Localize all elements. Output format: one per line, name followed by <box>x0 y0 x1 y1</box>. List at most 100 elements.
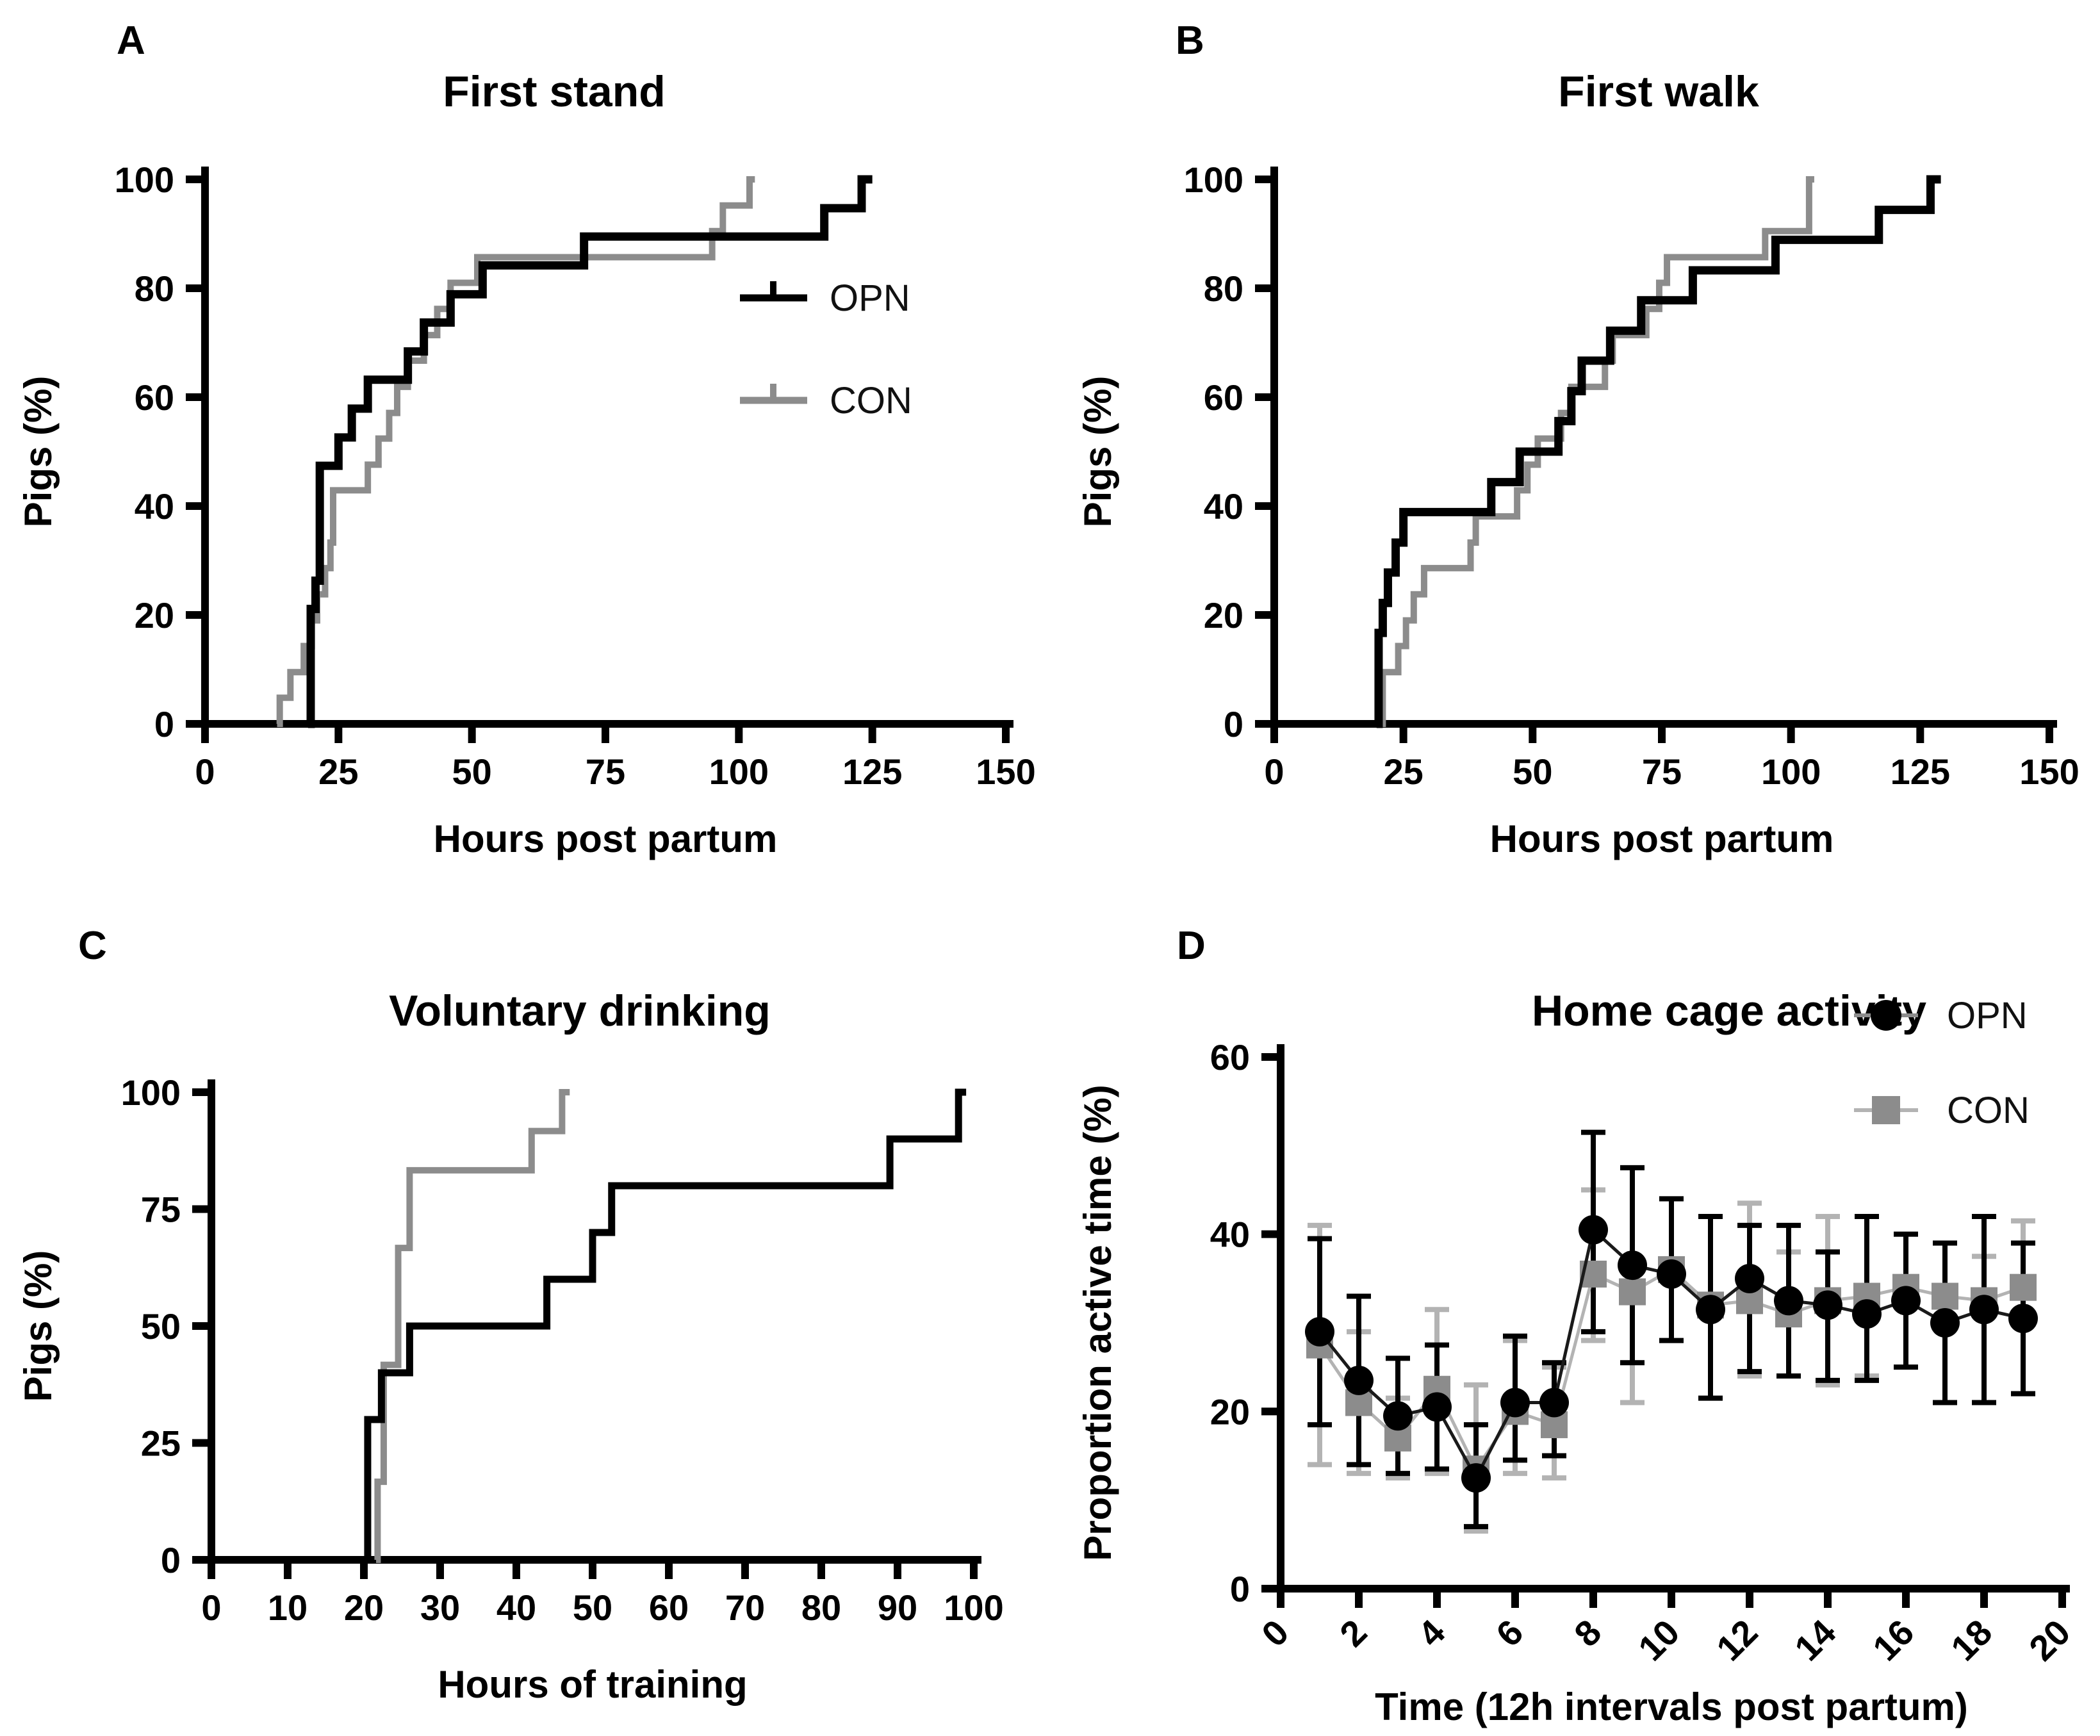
x-tick-label: 25 <box>318 751 358 792</box>
panel-home-cage-activity: D Home cage activity 0 2 4 6 8 10 12 14 16 18 20 0 2… <box>1050 868 2100 1736</box>
x-tick-label: 50 <box>573 1587 612 1628</box>
first-stand-chart: 0 25 50 75 100 125 150 0 20 40 60 80 100 Hours post p… <box>17 160 1036 860</box>
data-point-opn <box>1500 1388 1530 1418</box>
survival-curve-con <box>1379 176 1814 727</box>
panel-first-stand: A First stand 0 25 50 75 100 125 150 0 20 40 60 80 1… <box>0 0 1050 868</box>
x-tick-label: 100 <box>709 751 769 792</box>
x-tick-label: 50 <box>1513 751 1552 792</box>
y-tick-label: 40 <box>1210 1215 1250 1255</box>
panel-title-voluntary-drinking: Voluntary drinking <box>389 987 771 1036</box>
data-point-opn <box>1774 1286 1803 1316</box>
x-tick-label: 90 <box>878 1587 917 1628</box>
legend-label-con: CON <box>830 380 912 422</box>
survival-curve-opn <box>364 1088 967 1564</box>
survival-curve-con <box>276 176 755 727</box>
x-tick-label: 100 <box>1761 751 1821 792</box>
x-tick-label: 25 <box>1384 751 1423 792</box>
y-tick-label: 25 <box>141 1423 181 1464</box>
x-tick-label: 10 <box>268 1587 308 1628</box>
panel-voluntary-drinking: C Voluntary drinking 0 10 20 30 40 50 60 70 80 90… <box>0 868 1050 1736</box>
panel-title-first-stand: First stand <box>443 67 666 117</box>
data-point-opn <box>1383 1401 1413 1431</box>
y-tick-label: 0 <box>1230 1569 1250 1609</box>
x-tick-label: 75 <box>1642 751 1682 792</box>
x-tick-label: 16 <box>1865 1612 1922 1669</box>
survival-curve-opn <box>306 175 873 728</box>
y-tick-label: 20 <box>1210 1391 1250 1432</box>
x-tick-label: 50 <box>452 751 492 792</box>
x-tick-label: 0 <box>1254 1612 1297 1655</box>
y-tick-label: 0 <box>161 1540 181 1580</box>
data-point-opn <box>1618 1250 1647 1281</box>
x-tick-label: 10 <box>1630 1612 1687 1669</box>
y-tick-label: 20 <box>1204 595 1243 635</box>
x-tick-label: 60 <box>649 1587 689 1628</box>
y-tick-label: 80 <box>1204 268 1243 309</box>
data-point-con <box>2010 1273 2037 1301</box>
x-tick-label: 20 <box>2021 1612 2078 1669</box>
first-walk-chart: 0 25 50 75 100 125 150 0 20 40 60 80 100 Hours post p… <box>1076 160 2079 860</box>
y-tick-label: 60 <box>1204 377 1243 418</box>
y-tick-label: 0 <box>154 704 174 744</box>
x-tick-label: 100 <box>944 1587 1003 1628</box>
x-axis-title: Hours post partum <box>434 817 778 860</box>
x-tick-label: 8 <box>1566 1612 1609 1655</box>
y-tick-label: 100 <box>1184 160 1243 200</box>
legend-label-opn: OPN <box>1947 995 2028 1036</box>
panel-title-first-walk: First walk <box>1558 67 1759 117</box>
y-axis-title: Proportion active time (%) <box>1076 1085 1119 1560</box>
x-axis-title: Hours of training <box>438 1663 747 1706</box>
survival-curve-opn <box>1374 175 1941 728</box>
data-point-opn <box>1813 1290 1842 1320</box>
data-point-opn <box>1969 1295 1999 1325</box>
data-point-opn <box>1422 1392 1452 1422</box>
voluntary-drinking-chart: 0 10 20 30 40 50 60 70 80 90 100 0 25 50 75 100 Hours of… <box>17 1072 1004 1706</box>
x-tick-label: 2 <box>1332 1612 1375 1655</box>
x-tick-label: 80 <box>801 1587 841 1628</box>
legend-label-con: CON <box>1947 1090 2030 1131</box>
axes <box>201 167 1013 728</box>
x-tick-label: 125 <box>1891 751 1950 792</box>
y-axis-title: Pigs (%) <box>17 376 60 528</box>
axes <box>208 1079 981 1564</box>
data-point-opn <box>1696 1295 1725 1325</box>
data-point-opn <box>2008 1304 2038 1334</box>
data-point-opn <box>1539 1388 1569 1418</box>
legend-marker-square <box>1872 1096 1900 1124</box>
y-tick-label: 40 <box>135 486 174 527</box>
y-tick-label: 0 <box>1224 704 1243 744</box>
x-axis-title: Time (12h intervals post partum) <box>1375 1685 1968 1728</box>
axes <box>1270 167 2057 728</box>
data-point-opn <box>1461 1463 1491 1493</box>
y-tick-label: 50 <box>141 1306 181 1347</box>
x-tick-label: 0 <box>201 1587 221 1628</box>
panel-letter-c: C <box>78 924 107 968</box>
data-point-opn <box>1735 1263 1764 1293</box>
y-tick-label: 40 <box>1204 486 1243 527</box>
x-tick-label: 20 <box>344 1587 384 1628</box>
data-point-opn <box>1344 1365 1374 1395</box>
panel-letter-b: B <box>1176 19 1204 63</box>
x-tick-label: 70 <box>725 1587 765 1628</box>
panel-first-walk: B First walk 0 25 50 75 100 125 150 0 20 40 60 80 10… <box>1050 0 2100 868</box>
panel-title-home-cage-activity: Home cage activity <box>1531 987 1927 1036</box>
x-tick-label: 4 <box>1410 1612 1453 1655</box>
data-point-opn <box>1657 1259 1686 1289</box>
x-tick-label: 14 <box>1787 1612 1844 1669</box>
data-point-opn <box>1579 1215 1608 1245</box>
data-point-opn <box>1852 1299 1882 1329</box>
x-tick-label: 40 <box>496 1587 536 1628</box>
x-tick-label: 125 <box>842 751 902 792</box>
x-tick-label: 0 <box>1264 751 1284 792</box>
y-tick-label: 80 <box>135 268 174 309</box>
y-tick-label: 60 <box>135 377 174 418</box>
data-point-con <box>1619 1278 1646 1306</box>
x-tick-label: 150 <box>2019 751 2079 792</box>
legend-label-opn: OPN <box>830 277 910 319</box>
data-point-opn <box>1305 1316 1334 1347</box>
x-tick-label: 30 <box>420 1587 460 1628</box>
x-tick-label: 0 <box>195 751 215 792</box>
x-tick-label: 75 <box>586 751 625 792</box>
